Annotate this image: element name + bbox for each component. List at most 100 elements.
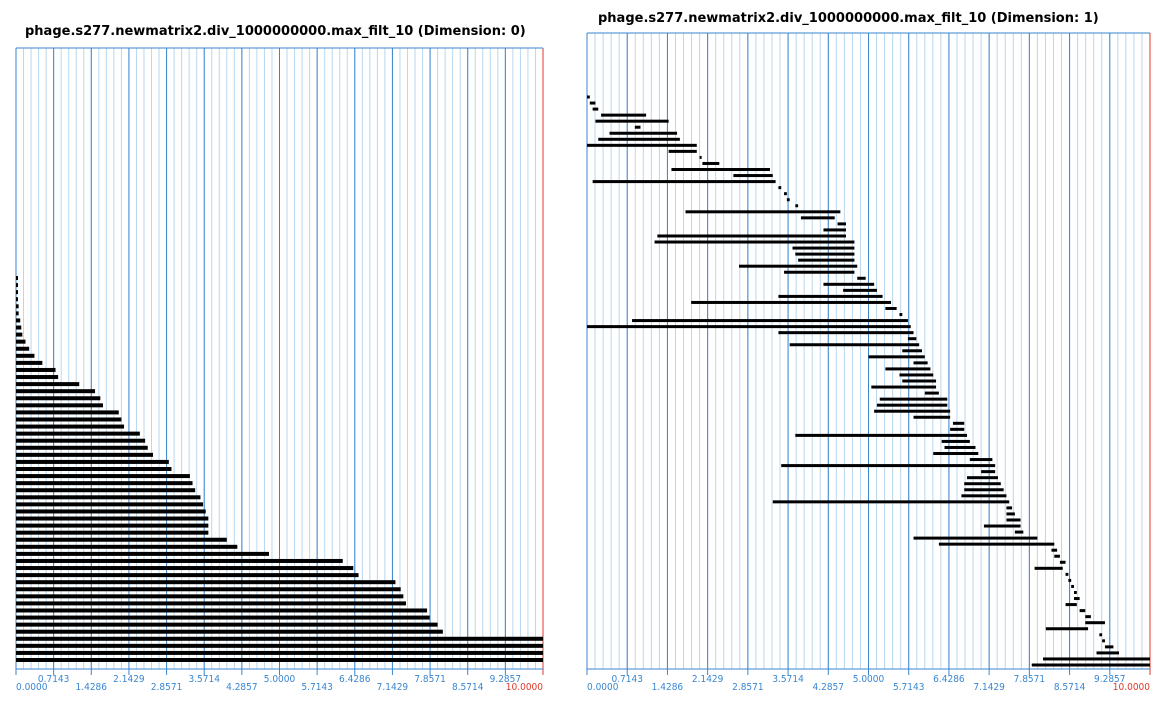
barcode-bar	[16, 304, 19, 309]
barcode-bar	[941, 439, 970, 443]
barcode-chart-dimension-1: 0.00000.7143 1.4286 2.1429 2.8571 3.5714 4.28…	[586, 32, 1151, 693]
barcode-bar	[1071, 584, 1074, 588]
barcode-bar	[784, 270, 855, 274]
barcode-bar	[685, 210, 841, 214]
barcode-bar	[16, 573, 359, 578]
barcode-bar	[592, 107, 599, 111]
barcode-bar	[871, 385, 937, 389]
barcode-bar	[902, 349, 922, 353]
barcode-bar	[16, 601, 406, 606]
barcode-bar	[913, 415, 951, 419]
barcode-bar	[16, 283, 18, 288]
barcode-bar	[1031, 663, 1150, 667]
barcode-bar	[16, 509, 206, 514]
barcode-bar	[16, 629, 443, 634]
barcode-bar	[16, 558, 343, 563]
barcode-bar	[950, 427, 965, 431]
barcode-bar	[1006, 512, 1015, 516]
barcode-bar	[778, 331, 914, 335]
x-tick-label: 9.2857	[490, 674, 521, 685]
x-tick-label: 2.8571	[151, 682, 182, 693]
barcode-bar	[632, 319, 908, 323]
x-tick-label: 7.8571	[414, 674, 445, 685]
barcode-bar	[16, 551, 269, 556]
barcode-bar	[16, 608, 428, 613]
barcode-bar	[913, 536, 1038, 540]
barcode-bar	[902, 379, 937, 383]
barcode-bar	[795, 204, 799, 208]
barcode-bar	[16, 643, 543, 648]
x-tick-label: 2.1429	[113, 674, 145, 685]
barcode-bar	[16, 544, 238, 549]
barcode-bar	[913, 361, 928, 365]
barcode-bar	[789, 343, 920, 347]
barcode-bar	[739, 264, 858, 268]
x-tick-label: 4.2857	[226, 682, 257, 693]
barcode-bar	[16, 290, 18, 295]
x-tick-label: 7.1429	[973, 682, 1005, 693]
barcode-bar	[668, 149, 697, 153]
x-tick-label: 7.8571	[1014, 674, 1045, 685]
x-tick-label: 3.5714	[188, 674, 220, 685]
barcode-bar	[16, 516, 209, 521]
barcode-bar	[1065, 603, 1077, 607]
barcode-bar	[16, 481, 193, 486]
barcode-bar	[657, 234, 846, 238]
barcode-bar	[16, 417, 122, 422]
barcode-bar	[16, 566, 354, 571]
barcode-bar	[1102, 639, 1105, 643]
x-tick-label: 0.7143	[38, 674, 69, 685]
chart-title: phage.s277.newmatrix2.div_1000000000.max…	[25, 24, 526, 39]
barcode-bar	[16, 339, 26, 344]
x-tick-label: 3.5714	[772, 674, 804, 685]
barcode-bar	[1014, 530, 1024, 534]
barcode-bar	[16, 474, 190, 479]
barcode-bar	[16, 502, 204, 507]
barcode-bar	[800, 216, 835, 220]
barcode-bar	[1043, 657, 1150, 661]
barcode-bar	[857, 276, 866, 280]
barcode-bar	[702, 161, 720, 165]
barcode-bar	[778, 186, 782, 190]
barcode-bar	[1068, 578, 1072, 582]
barcode-bar	[16, 580, 396, 585]
x-tick-label: 2.8571	[732, 682, 763, 693]
x-tick-label: 1.4286	[652, 682, 684, 693]
barcode-bar	[16, 594, 404, 599]
chart-panel-dimension-0: phage.s277.newmatrix2.div_1000000000.max…	[0, 0, 560, 701]
barcode-bar	[964, 482, 1001, 486]
x-tick-label: 4.2857	[813, 682, 844, 693]
barcode-bar	[885, 367, 931, 371]
barcode-bar	[16, 615, 430, 620]
barcode-bar	[16, 445, 148, 450]
barcode-bar	[16, 467, 172, 471]
barcode-bar	[587, 95, 590, 99]
barcode-bar	[691, 300, 892, 304]
barcode-bar	[778, 294, 883, 298]
barcode-bar	[967, 476, 998, 480]
barcode-bar	[837, 222, 846, 226]
x-tick-label: 0.0000	[16, 682, 48, 693]
barcode-bar	[823, 282, 875, 286]
barcode-bar	[874, 409, 951, 413]
barcode-bar	[733, 174, 773, 178]
barcode-bar	[16, 311, 19, 316]
x-tick-label: 5.7143	[301, 682, 332, 693]
barcode-bar	[961, 494, 1007, 498]
barcode-bar	[1073, 590, 1077, 594]
barcode-bar	[16, 431, 140, 436]
barcode-bar	[1073, 597, 1080, 601]
barcode-bar	[16, 658, 543, 662]
barcode-bar	[16, 375, 59, 380]
barcode-bar	[969, 458, 993, 462]
barcode-bar	[16, 346, 30, 351]
barcode-bar	[964, 488, 1004, 492]
x-tick-label: 6.4286	[339, 674, 371, 685]
barcode-bar	[671, 168, 770, 172]
barcode-bar	[16, 396, 101, 401]
barcode-bar	[16, 452, 154, 457]
x-tick-label: 10.0000	[1113, 682, 1150, 693]
barcode-bar	[587, 325, 911, 329]
barcode-bar	[609, 131, 678, 135]
x-tick-label: 8.5714	[452, 682, 484, 693]
